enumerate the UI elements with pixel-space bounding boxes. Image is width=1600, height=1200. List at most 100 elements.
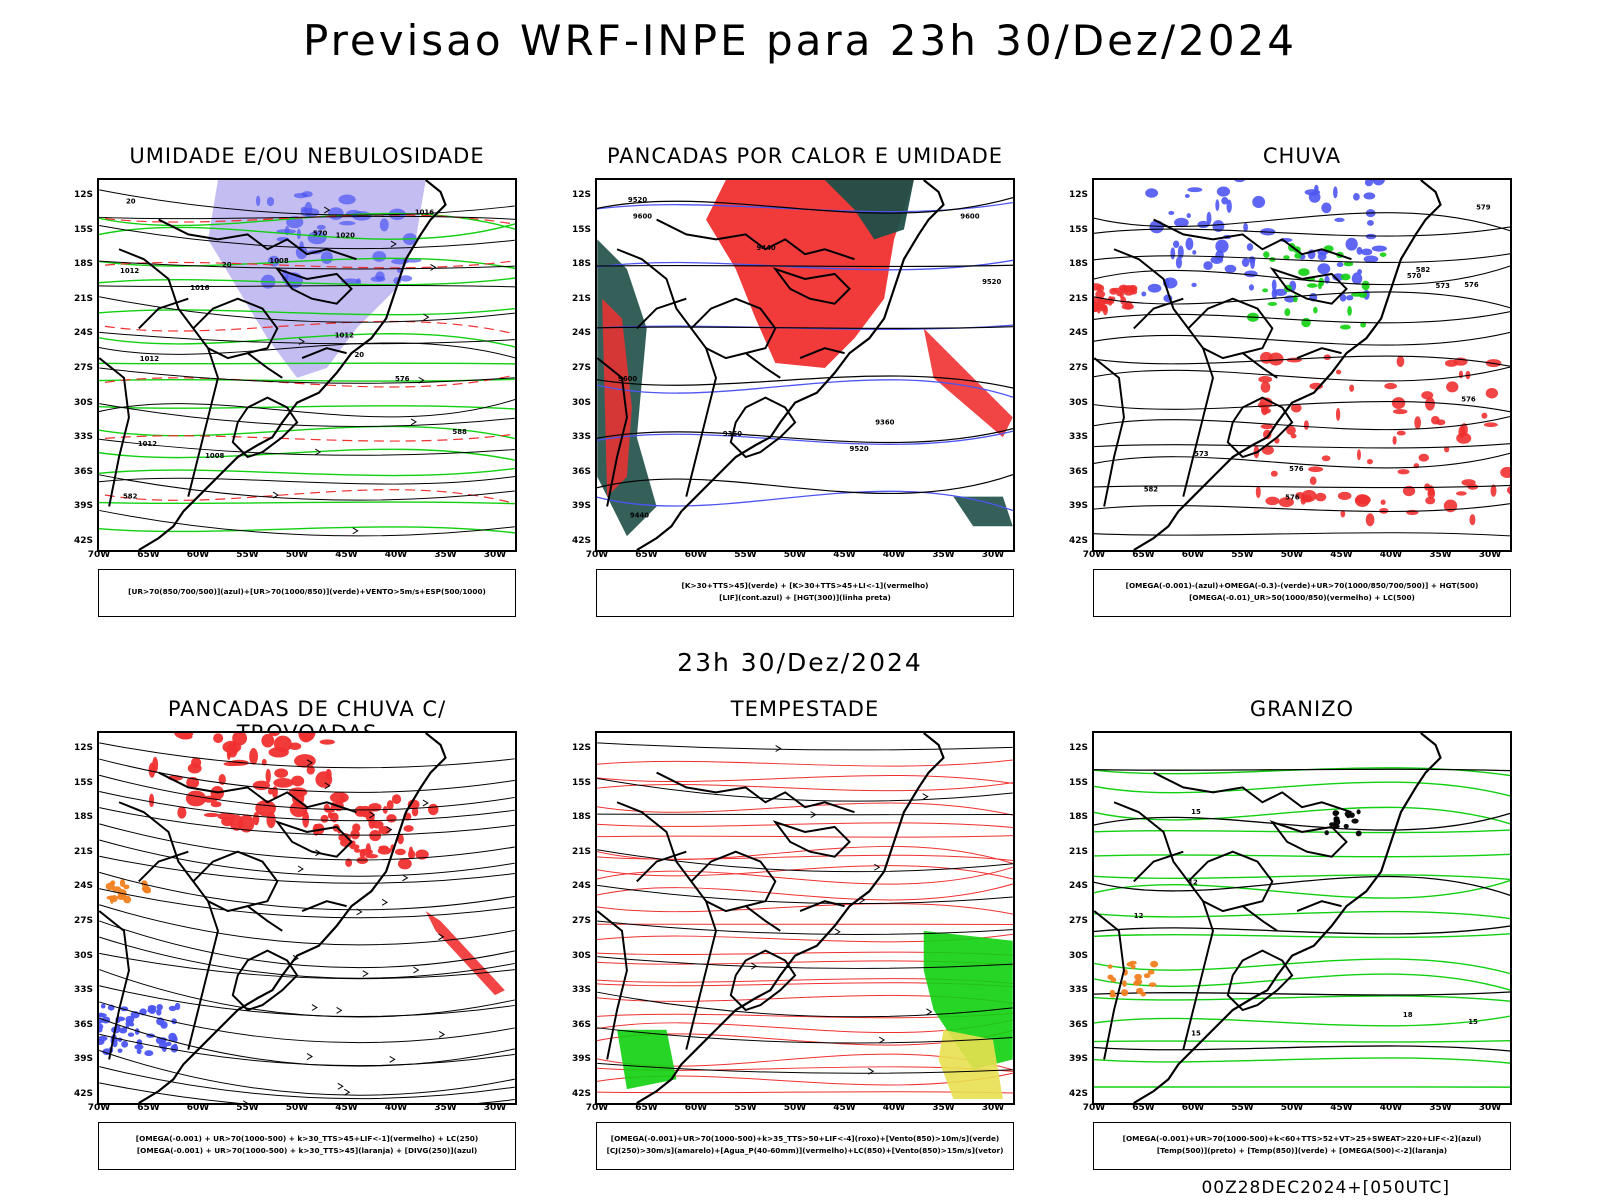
contour-label: 9520 (982, 278, 1001, 286)
lon-tick-label: 50W (783, 550, 807, 560)
lat-tick-label: 15S (1068, 777, 1088, 788)
lat-tick-label: 42S (571, 536, 591, 546)
contour-label: 9520 (850, 445, 869, 453)
lat-tick-label: 39S (571, 501, 591, 512)
legend-line: [UR>70(850/700/500)](azul)+[UR>70(1000/8… (128, 587, 486, 596)
lat-tick-label: 24S (571, 881, 591, 892)
legend-line: [OMEGA(-0.001)-(azul)+OMEGA(-0.3)-(verde… (1125, 581, 1479, 590)
panel-title-pancadas-calor: PANCADAS POR CALOR E UMIDADE (606, 144, 1004, 168)
lon-tick-label: 45W (833, 1103, 856, 1113)
lat-tick-label: 42S (73, 1089, 93, 1099)
lat-tick-label: 39S (1068, 1054, 1088, 1065)
lon-tick-label: 60W (684, 550, 708, 560)
lon-tick-label: 45W (335, 550, 358, 560)
lat-tick-label: 30S (1068, 950, 1088, 961)
contour-label: 582 (1416, 266, 1431, 274)
lat-tick-label: 21S (571, 846, 591, 857)
lon-tick-label: 30W (483, 550, 507, 560)
lon-tick-label: 70W (1082, 550, 1106, 560)
contour-label: 1016 (415, 209, 434, 217)
lat-tick-label: 24S (1068, 328, 1088, 339)
map-panel-chuva: 582 582 576 576 570 573 576 579 576 573 (1092, 178, 1512, 552)
lat-tick-label: 36S (571, 466, 591, 477)
panel-title-tempestade: TEMPESTADE (730, 697, 880, 721)
lat-tick-label: 36S (73, 466, 93, 477)
legend-line: [K>30+TTS>45](verde) + [K>30+TTS>45+LI<-… (681, 581, 929, 590)
legend-line: [OMEGA(-0.001)+UR>70(1000-500)+k<60+TTS>… (1122, 1134, 1482, 1143)
map-panel-umidade: 1012 1008 1012 1008 1016 1012 1016 1012 1020 570 5… (97, 178, 517, 552)
lat-tick-label: 15S (1068, 224, 1088, 235)
lat-tick-label: 18S (571, 259, 591, 270)
lat-tick-label: 33S (571, 432, 591, 443)
legend-box-granizo: [OMEGA(-0.001)+UR>70(1000-500)+k<60+TTS>… (1093, 1122, 1511, 1170)
lon-tick-label: 35W (1429, 550, 1452, 560)
legend-box-trovoadas: [OMEGA(-0.001) + UR>70(1000-500) + k>30_… (98, 1122, 516, 1170)
contour-label: 20 (354, 351, 364, 359)
map-svg: 582 582 576 576 570 573 576 579 576 573 (1094, 180, 1510, 550)
lon-tick-label: 70W (585, 1103, 609, 1113)
lat-tick-label: 33S (1068, 985, 1088, 996)
contour-label: 1012 (138, 440, 157, 448)
map-panel-granizo: 12 15 18 12 15 15 (1092, 731, 1512, 1105)
lat-tick-label: 15S (571, 224, 591, 235)
lat-tick-label: 42S (571, 1089, 591, 1099)
lat-tick-label: 18S (1068, 259, 1088, 270)
lon-tick-label: 35W (1429, 1103, 1452, 1113)
contour-label: 15 (1191, 808, 1201, 816)
map-svg: 12 15 18 12 15 15 (1094, 733, 1510, 1103)
map-panel-pancadas-calor: 9600 9520 9600 9600 9520 9520 9440 9360 9440 9360 (595, 178, 1015, 552)
lon-tick-label: 50W (285, 1103, 309, 1113)
contour-label: 570 (1407, 272, 1422, 280)
contour-label: 1012 (120, 267, 139, 275)
contour-label: 1008 (269, 257, 288, 265)
lat-tick-label: 12S (73, 190, 93, 200)
lat-tick-label: 12S (73, 743, 93, 753)
contour-label: 9600 (633, 213, 652, 221)
lon-tick-label: 45W (1330, 1103, 1353, 1113)
lat-tick-label: 39S (73, 1054, 93, 1065)
contour-label: 12 (1188, 878, 1198, 886)
lat-tick-label: 21S (73, 846, 93, 857)
lat-tick-label: 27S (73, 916, 93, 926)
lon-tick-label: 40W (384, 1103, 408, 1113)
contour-label: 1020 (336, 231, 355, 239)
lon-tick-label: 55W (236, 550, 259, 560)
lat-tick-label: 33S (1068, 432, 1088, 443)
lon-tick-label: 40W (1379, 1103, 1403, 1113)
contour-label: 588 (452, 428, 467, 436)
contour-label: 15 (1468, 1018, 1478, 1026)
legend-line: [Temp(500)](preto) + [Temp(850)](verde) … (1156, 1146, 1448, 1155)
panel-title-granizo: GRANIZO (1249, 697, 1355, 721)
contour-label: 579 (1476, 204, 1491, 212)
lat-tick-label: 21S (73, 293, 93, 304)
contour-label: 18 (1403, 1011, 1413, 1019)
contour-label: 576 (395, 375, 410, 383)
lon-tick-label: 40W (882, 1103, 906, 1113)
lat-tick-label: 30S (73, 397, 93, 408)
lat-tick-label: 36S (1068, 1019, 1088, 1030)
lat-tick-label: 30S (73, 950, 93, 961)
lon-tick-label: 55W (734, 1103, 757, 1113)
panel-title-chuva: CHUVA (1262, 144, 1342, 168)
lon-tick-label: 55W (1231, 1103, 1254, 1113)
contour-label: 576 (1289, 465, 1304, 473)
lon-tick-label: 60W (1181, 550, 1205, 560)
lon-tick-label: 45W (833, 550, 856, 560)
contour-label: 1012 (140, 355, 159, 363)
lat-tick-label: 33S (73, 432, 93, 443)
contour-label: 573 (1436, 282, 1451, 290)
lon-tick-label: 65W (1132, 1103, 1155, 1113)
lat-tick-label: 21S (1068, 846, 1088, 857)
lon-tick-label: 65W (137, 550, 160, 560)
lon-tick-label: 35W (932, 1103, 955, 1113)
lat-tick-label: 27S (73, 363, 93, 373)
lat-tick-label: 33S (73, 985, 93, 996)
contour-label: 9360 (875, 418, 894, 426)
lon-tick-label: 50W (1280, 550, 1304, 560)
lat-tick-label: 42S (1068, 536, 1088, 546)
map-panel-tempestade (595, 731, 1015, 1105)
map-svg (597, 733, 1013, 1103)
lat-tick-label: 21S (1068, 293, 1088, 304)
lat-tick-label: 39S (571, 1054, 591, 1065)
contour-label: 20 (126, 198, 136, 206)
